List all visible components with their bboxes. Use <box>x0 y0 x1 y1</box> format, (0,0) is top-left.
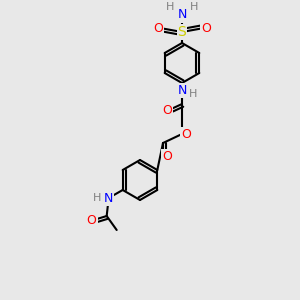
Text: H: H <box>92 193 101 203</box>
Text: O: O <box>153 22 163 34</box>
Text: O: O <box>162 103 172 116</box>
Text: S: S <box>178 25 186 39</box>
Text: N: N <box>177 8 187 22</box>
Text: O: O <box>162 149 172 163</box>
Text: O: O <box>181 128 191 140</box>
Text: N: N <box>177 83 187 97</box>
Text: N: N <box>104 191 113 205</box>
Text: O: O <box>201 22 211 34</box>
Text: H: H <box>189 89 197 99</box>
Text: O: O <box>87 214 97 226</box>
Text: H: H <box>166 2 174 12</box>
Text: H: H <box>190 2 198 12</box>
